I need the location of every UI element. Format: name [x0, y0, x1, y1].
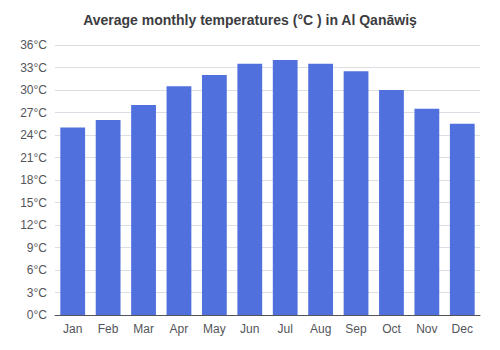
svg-text:36°C: 36°C	[20, 38, 47, 52]
svg-text:Dec: Dec	[452, 322, 473, 336]
svg-text:6°C: 6°C	[27, 263, 47, 277]
svg-text:3°C: 3°C	[27, 286, 47, 300]
svg-text:Apr: Apr	[170, 322, 189, 336]
svg-text:27°C: 27°C	[20, 106, 47, 120]
svg-text:18°C: 18°C	[20, 173, 47, 187]
svg-text:Jul: Jul	[278, 322, 293, 336]
svg-text:30°C: 30°C	[20, 83, 47, 97]
svg-text:0°C: 0°C	[27, 308, 47, 322]
svg-text:Mar: Mar	[133, 322, 154, 336]
svg-text:12°C: 12°C	[20, 218, 47, 232]
svg-text:May: May	[203, 322, 226, 336]
svg-text:21°C: 21°C	[20, 151, 47, 165]
svg-text:9°C: 9°C	[27, 241, 47, 255]
svg-text:15°C: 15°C	[20, 196, 47, 210]
svg-text:Jan: Jan	[63, 322, 82, 336]
svg-text:Feb: Feb	[98, 322, 119, 336]
svg-text:Aug: Aug	[310, 322, 331, 336]
svg-text:Nov: Nov	[416, 322, 437, 336]
svg-text:Jun: Jun	[240, 322, 259, 336]
svg-text:Oct: Oct	[382, 322, 401, 336]
svg-text:Sep: Sep	[345, 322, 367, 336]
svg-text:24°C: 24°C	[20, 128, 47, 142]
svg-text:Average monthly temperatures (: Average monthly temperatures (°C ) in Al…	[83, 12, 417, 28]
svg-text:33°C: 33°C	[20, 61, 47, 75]
